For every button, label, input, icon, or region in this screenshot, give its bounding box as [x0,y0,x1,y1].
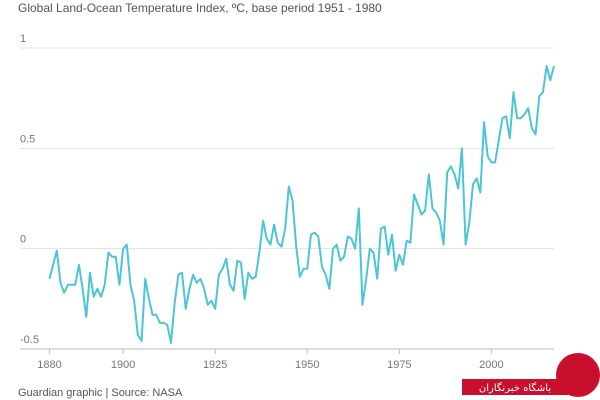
watermark-text: باشگاه خبرنگاران [479,382,551,394]
x-tick-label: 1880 [37,359,61,371]
y-tick-label: 0 [20,234,26,246]
y-tick-label: -0.5 [20,334,39,346]
logo-band [462,379,568,395]
x-tick-label: 1975 [387,359,411,371]
x-tick-label: 1925 [203,359,227,371]
line [48,65,555,344]
x-tick-label: 1950 [295,359,319,371]
watermark: باشگاه خبرنگاران [462,353,600,397]
source: Guardian graphic | Source: NASA [18,387,183,399]
x-tick-label: 1900 [111,359,135,371]
y-tick-label: 1 [20,33,26,45]
chart-title: Global Land-Ocean Temperature Index, ºC,… [18,1,382,15]
x-tick-label: 2000 [479,359,503,371]
y-tick-label: 0.5 [20,133,35,145]
